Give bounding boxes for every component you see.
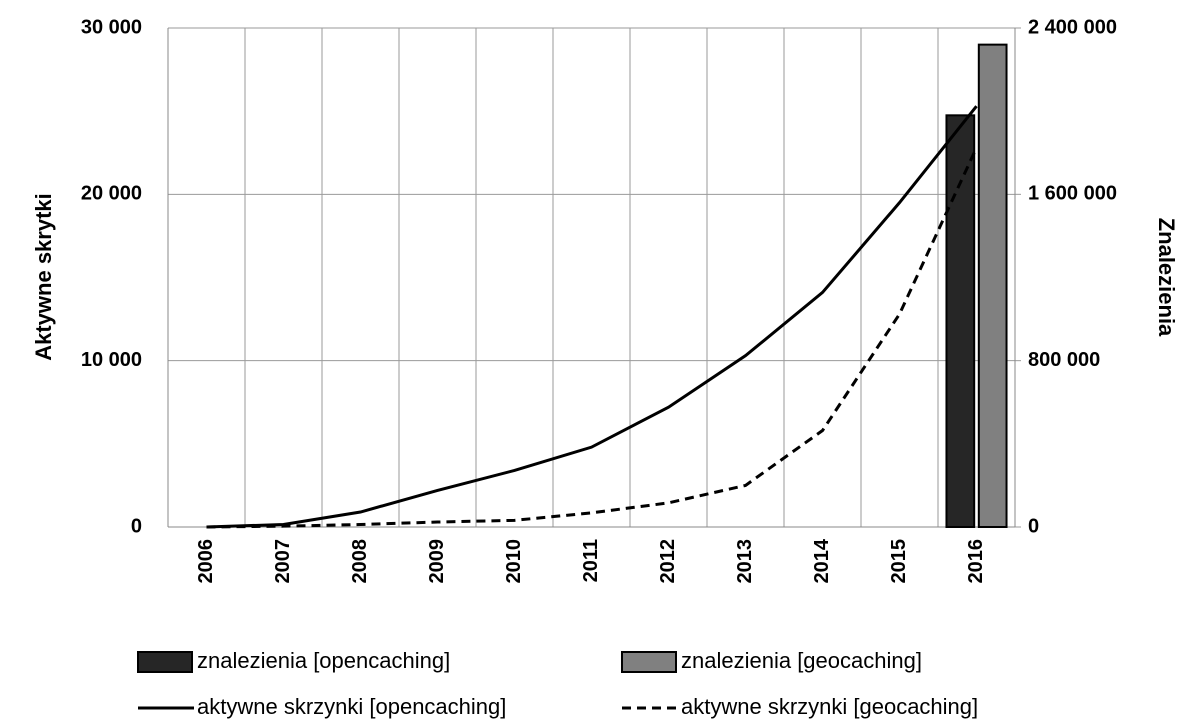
legend-label: aktywne skrzynki [geocaching]: [681, 694, 978, 719]
y-tick-label: 20 000: [81, 183, 142, 205]
x-tick-label: 2013: [734, 539, 756, 584]
y2-tick-label: 2 400 000: [1028, 16, 1117, 38]
legend-label: znalezienia [opencaching]: [197, 648, 450, 673]
y2-axis-label: Znalezienia: [1154, 218, 1179, 337]
bar: [977, 43, 1008, 529]
x-tick-label: 2011: [580, 539, 602, 582]
y-axis-label: Aktywne skrytki: [31, 193, 56, 361]
x-tick-label: 2016: [965, 539, 987, 584]
x-tick-label: 2010: [503, 539, 525, 584]
x-tick-label: 2012: [657, 539, 679, 584]
x-tick-label: 2006: [195, 539, 217, 584]
x-tick-label: 2014: [811, 538, 833, 583]
y2-tick-label: 1 600 000: [1028, 183, 1117, 205]
line: [206, 147, 978, 529]
y2-tick-label: 0: [1028, 515, 1039, 537]
line: [206, 105, 978, 529]
x-tick-label: 2008: [349, 539, 371, 584]
y-tick-label: 0: [131, 515, 142, 537]
legend-label: znalezienia [geocaching]: [681, 648, 922, 673]
legend-label: aktywne skrzynki [opencaching]: [197, 694, 506, 719]
x-tick-label: 2015: [888, 539, 910, 584]
legend-swatch: [621, 651, 677, 673]
x-tick-label: 2009: [426, 539, 448, 584]
y2-tick-label: 800 000: [1028, 349, 1100, 371]
y-tick-label: 30 000: [81, 16, 142, 38]
bar: [945, 114, 976, 528]
x-tick-label: 2007: [272, 539, 294, 584]
y-tick-label: 10 000: [81, 349, 142, 371]
legend-swatch: [137, 651, 193, 673]
